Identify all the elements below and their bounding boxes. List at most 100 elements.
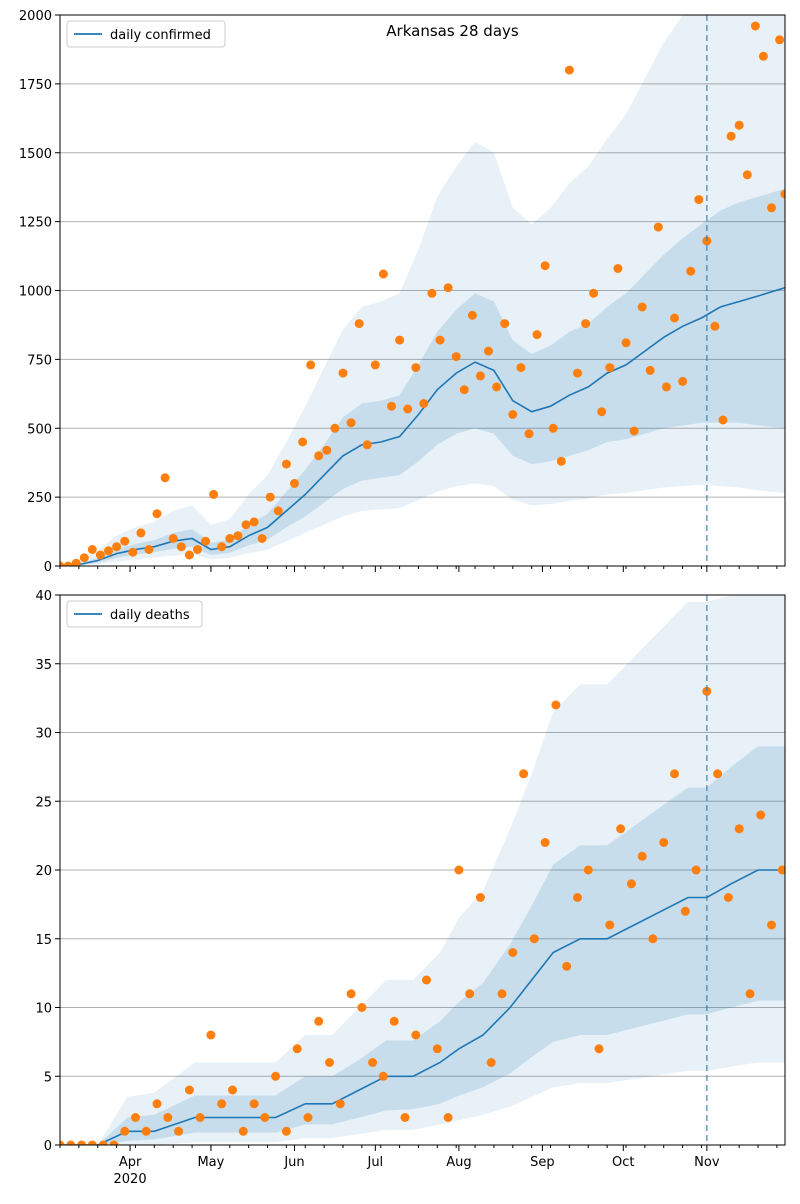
data-point	[589, 288, 599, 298]
data-point	[694, 195, 704, 205]
data-point	[314, 451, 324, 461]
data-point	[306, 360, 316, 370]
data-point	[767, 920, 776, 930]
data-point	[486, 1058, 496, 1067]
data-point	[303, 1113, 313, 1122]
y-tick-label: 30	[35, 727, 52, 742]
data-point	[225, 534, 235, 543]
data-point	[411, 363, 421, 373]
data-point	[551, 700, 561, 710]
data-point	[281, 1126, 291, 1136]
data-point	[228, 1085, 237, 1095]
data-point	[338, 368, 348, 378]
data-point	[233, 531, 243, 541]
data-point	[330, 423, 340, 433]
data-point	[206, 1030, 216, 1040]
data-point	[670, 313, 679, 323]
data-point	[497, 989, 507, 999]
data-point	[176, 542, 186, 552]
y-tick-label: 1250	[19, 216, 52, 231]
data-point	[734, 120, 744, 130]
data-point	[562, 961, 572, 971]
data-point	[66, 1140, 76, 1145]
data-point	[475, 371, 485, 381]
data-point	[691, 865, 701, 875]
data-point	[637, 302, 647, 312]
data-point	[529, 934, 539, 944]
data-point	[184, 1085, 194, 1095]
data-point	[621, 338, 631, 348]
data-point	[726, 131, 736, 141]
legend-label: daily confirmed	[110, 28, 211, 43]
data-point	[271, 1071, 281, 1081]
data-point	[435, 335, 445, 345]
data-point	[508, 410, 518, 419]
data-point	[532, 330, 542, 340]
data-point	[152, 509, 162, 519]
data-point	[605, 920, 615, 930]
data-point	[519, 769, 529, 779]
data-point	[508, 948, 518, 957]
data-point	[292, 1044, 302, 1054]
data-point	[637, 851, 647, 861]
data-point	[354, 319, 364, 329]
data-point	[750, 21, 760, 31]
data-point	[492, 382, 502, 392]
data-point	[573, 368, 582, 378]
data-point	[77, 1140, 87, 1145]
x-tick-label: Jul	[366, 1155, 383, 1170]
data-point	[98, 1140, 108, 1145]
y-tick-label: 1500	[19, 147, 52, 162]
data-point	[686, 266, 696, 276]
y-tick-label: 0	[44, 560, 52, 575]
x-tick-label: Oct	[612, 1155, 634, 1170]
data-point	[758, 51, 768, 61]
y-tick-label: 35	[35, 658, 52, 673]
data-point	[670, 769, 679, 779]
data-point	[120, 1126, 130, 1136]
data-point	[564, 65, 574, 75]
data-point	[389, 1016, 399, 1026]
data-point	[217, 1099, 227, 1109]
data-point	[454, 865, 464, 875]
y-tick-label: 20	[35, 864, 52, 879]
y-tick-label: 0	[44, 1139, 52, 1154]
data-point	[516, 363, 526, 373]
data-point	[500, 319, 510, 329]
data-point	[265, 492, 275, 502]
data-point	[273, 506, 283, 516]
data-point	[443, 1113, 453, 1122]
data-point	[346, 989, 356, 999]
data-point	[581, 319, 591, 329]
y-tick-label: 750	[27, 353, 52, 368]
uncertainty-band	[60, 15, 785, 566]
x-tick-label: Aug	[446, 1155, 471, 1170]
data-point	[131, 1113, 140, 1122]
data-point	[710, 321, 720, 331]
data-point	[775, 35, 785, 45]
y-tick-label: 1000	[19, 285, 52, 300]
y-tick-label: 2000	[19, 9, 52, 24]
data-point	[777, 865, 785, 875]
data-point	[378, 1071, 388, 1081]
data-point	[443, 283, 453, 293]
data-point	[209, 489, 219, 499]
data-point	[653, 222, 663, 232]
data-point	[616, 824, 626, 834]
axes-frame	[59, 594, 786, 1146]
data-point	[95, 550, 105, 560]
data-point	[556, 456, 566, 466]
y-tick-label: 5	[44, 1070, 52, 1085]
data-point	[141, 1126, 151, 1136]
x-tick-label: Apr	[119, 1155, 142, 1170]
data-point	[195, 1113, 205, 1122]
data-point	[403, 404, 413, 414]
data-point	[475, 893, 485, 902]
uncertainty-band	[60, 746, 785, 1145]
data-point	[357, 1003, 367, 1012]
data-point	[540, 261, 550, 271]
panel-1: 0 250 500 750 1000 1250 1500 1750 2000 Arkansas 2…	[19, 9, 786, 575]
data-point	[241, 520, 251, 530]
legend: daily deaths	[66, 600, 203, 628]
